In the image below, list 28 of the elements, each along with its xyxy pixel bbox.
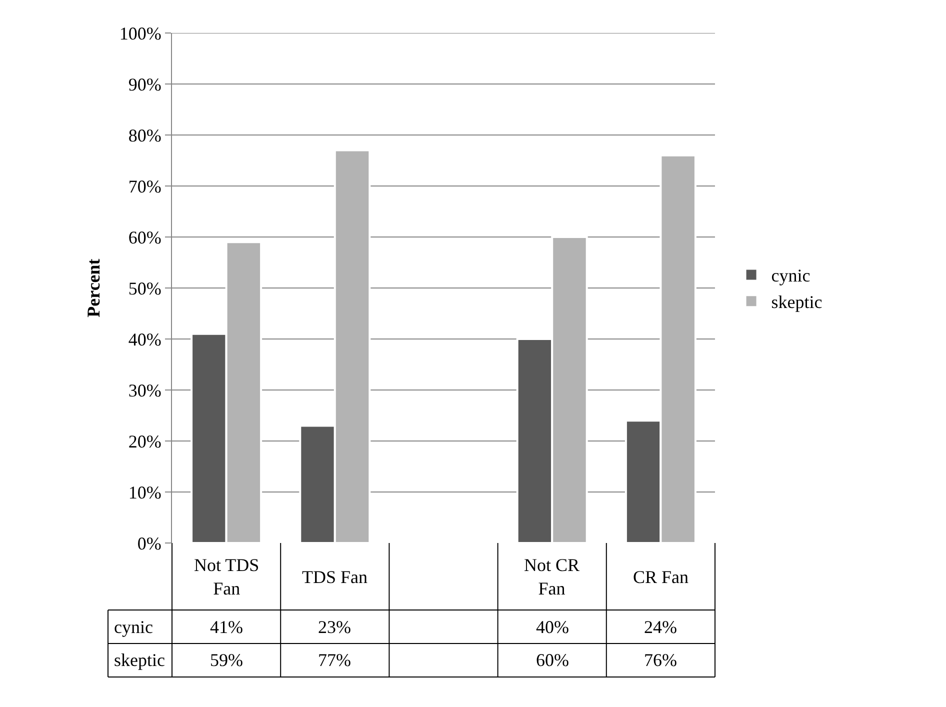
y-tick-label: 70%: [128, 176, 162, 196]
y-tick-label: 60%: [128, 227, 162, 248]
x-tick-label: CR Fan: [633, 567, 689, 587]
data-label: 23%: [318, 617, 351, 637]
data-label: 76%: [644, 650, 677, 670]
y-tick-label: 90%: [128, 74, 162, 94]
y-tick-label: 100%: [119, 23, 162, 44]
y-tick-label: 50%: [128, 278, 162, 298]
data-label: 41%: [210, 617, 243, 637]
text: skeptic: [114, 650, 165, 670]
x-tick-label: TDS Fan: [302, 567, 368, 587]
data-label: 59%: [210, 650, 243, 670]
data-label: 60%: [536, 650, 569, 670]
data-label: 40%: [536, 617, 569, 637]
y-tick-label: 0%: [137, 533, 162, 554]
y-tick-label: 10%: [128, 482, 162, 502]
y-tick-label: 20%: [128, 431, 162, 452]
data-label: 77%: [318, 650, 351, 670]
text: cynic: [114, 617, 153, 637]
y-tick-label: 40%: [128, 329, 162, 350]
x-tick-label: Not TDS Fan: [194, 555, 260, 598]
y-tick-label: 30%: [128, 380, 162, 400]
y-axis-title: Percent: [84, 258, 104, 318]
y-tick-label: 80%: [128, 125, 162, 146]
x-tick-label: Not CR Fan: [524, 555, 580, 598]
data-label: 24%: [644, 617, 677, 637]
legend-label: cynic: [771, 266, 810, 286]
legend-label: skeptic: [771, 292, 822, 312]
